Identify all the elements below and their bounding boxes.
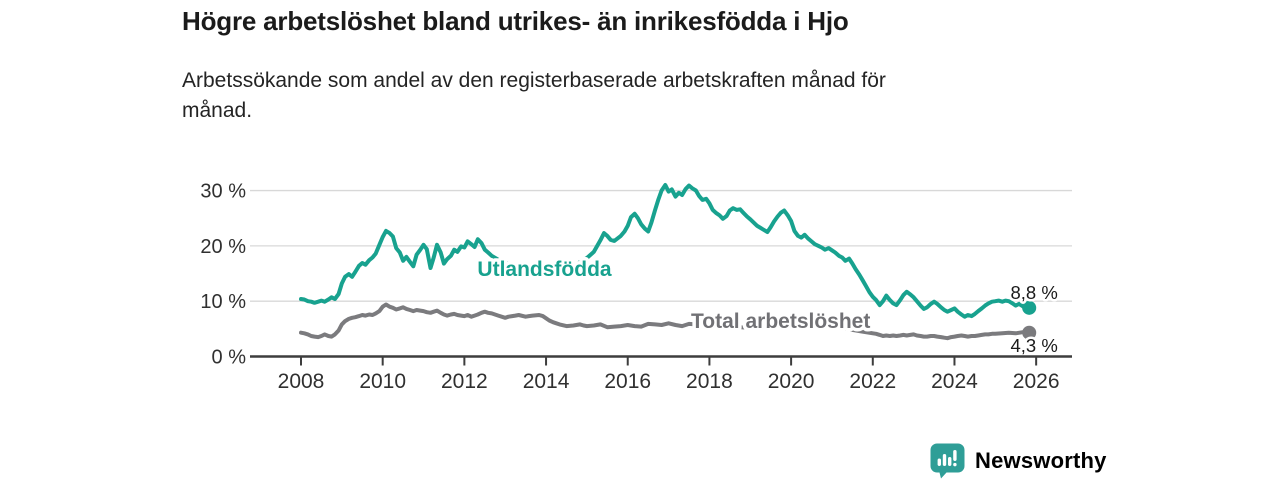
y-tick-label-10: 10 % (200, 291, 246, 313)
series-line-utlandsfodda (299, 183, 1032, 319)
y-tick-label-0: 0 % (212, 347, 247, 369)
x-tick-label-2010: 2010 (359, 370, 406, 393)
series-end-dot-utlandsfodda (1022, 300, 1037, 315)
bar-chart-glyph (937, 450, 957, 467)
newsworthy-logo: Newsworthy (930, 443, 1107, 479)
series-label-utlandsfodda: Utlandsfödda (477, 258, 611, 281)
newsworthy-logo-text: Newsworthy (975, 448, 1107, 473)
newsworthy-logo-icon (930, 443, 965, 479)
x-tick-label-2024: 2024 (931, 370, 978, 393)
page-title: Högre arbetslöshet bland utrikes- än inr… (182, 6, 849, 36)
x-tick-label-2014: 2014 (523, 370, 570, 393)
exclamation-bar (953, 450, 957, 461)
x-tick-label-2016: 2016 (604, 370, 651, 393)
series-label-total: Total arbetslöshet (691, 310, 870, 333)
x-tick-label-2008: 2008 (278, 370, 325, 393)
x-tick-label-2012: 2012 (441, 370, 488, 393)
end-value-label-utlandsfodda: 8,8 % (1010, 282, 1057, 303)
y-tick-label-20: 20 % (200, 236, 246, 258)
chart-subtitle: Arbetssökande som andel av den registerb… (182, 69, 886, 123)
series-end-dot-total (1022, 325, 1037, 340)
x-tick-label-2022: 2022 (849, 370, 896, 393)
x-tick-label-2020: 2020 (768, 370, 815, 393)
exclamation-dot (953, 462, 957, 467)
x-tick-label-2026: 2026 (1013, 370, 1060, 393)
series-line-total (299, 302, 1032, 341)
x-tick-label-2018: 2018 (686, 370, 733, 393)
y-tick-label-30: 30 % (200, 181, 246, 203)
end-value-label-total: 4,3 % (1010, 335, 1057, 356)
